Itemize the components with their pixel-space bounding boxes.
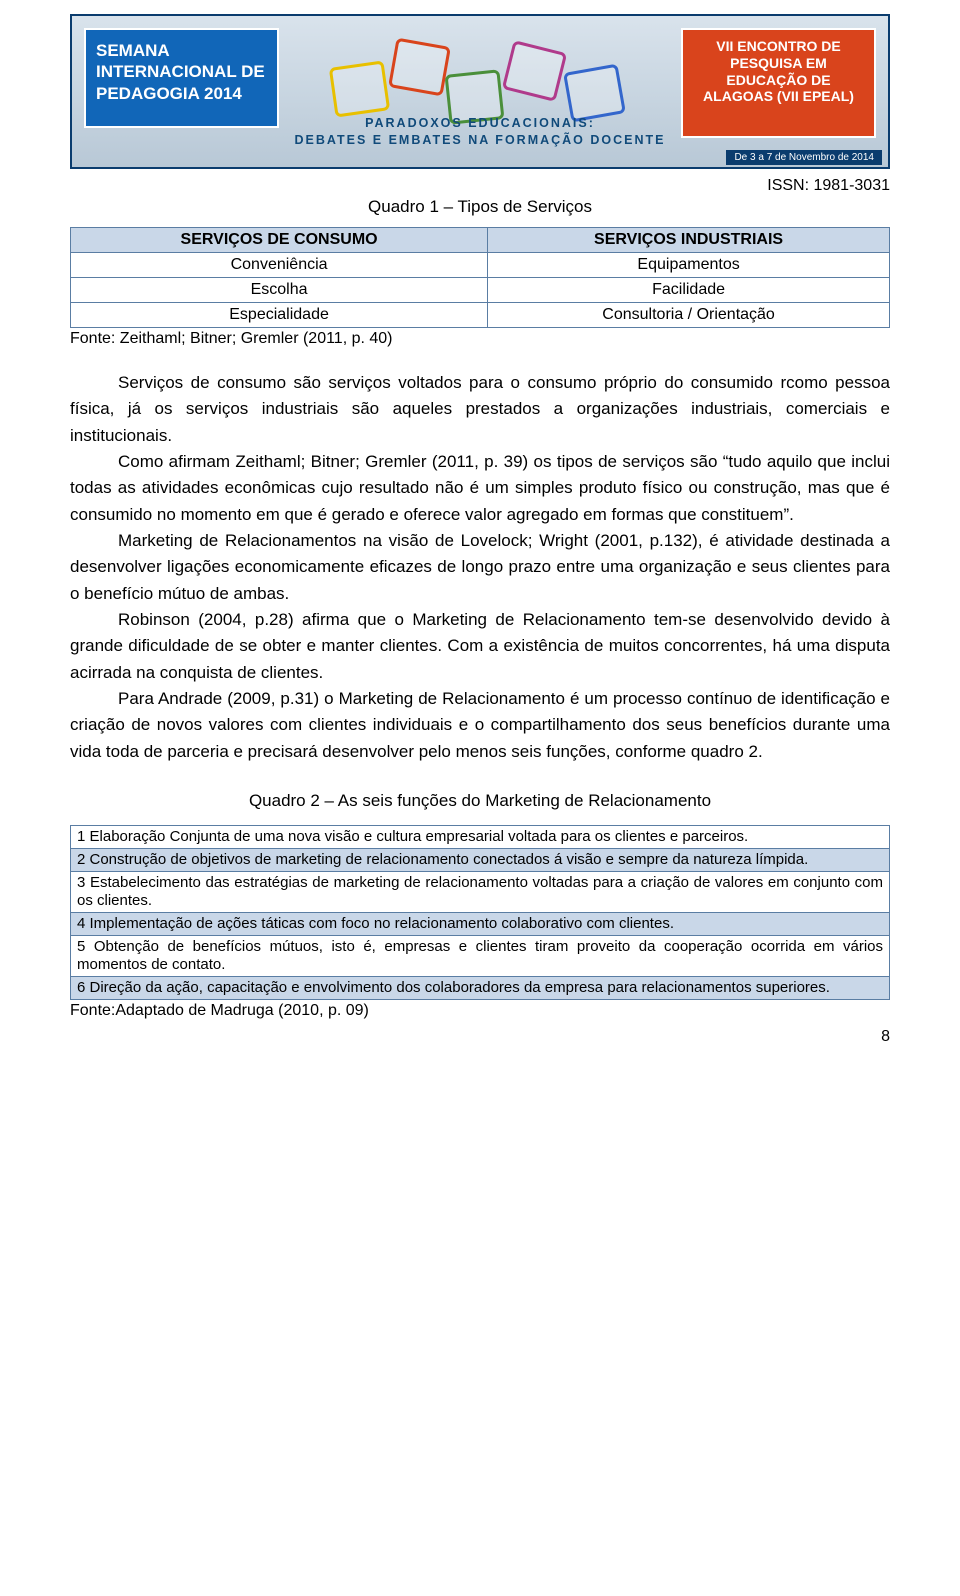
- table1-cell: Conveniência: [71, 253, 488, 278]
- table1-cell: Consultoria / Orientação: [488, 303, 890, 328]
- table1-cell: Equipamentos: [488, 253, 890, 278]
- table2-caption: Quadro 2 – As seis funções do Marketing …: [70, 791, 890, 811]
- table1-source: Fonte: Zeithaml; Bitner; Gremler (2011, …: [70, 330, 890, 348]
- table1-cell: Especialidade: [71, 303, 488, 328]
- banner-date: De 3 a 7 de Novembro de 2014: [726, 150, 882, 165]
- table2-cell: 4 Implementação de ações táticas com foc…: [71, 913, 890, 936]
- page-number: 8: [70, 1028, 890, 1046]
- banner-shape: [329, 60, 390, 117]
- table2-cell: 5 Obtenção de benefícios mútuos, isto é,…: [71, 936, 890, 977]
- issn-text: ISSN: 1981-3031: [70, 177, 890, 195]
- body-text: Serviços de consumo são serviços voltado…: [70, 370, 890, 765]
- table1-header-right: SERVIÇOS INDUSTRIAIS: [488, 228, 890, 253]
- document-page: SEMANA INTERNACIONAL DE PEDAGOGIA 2014 V…: [0, 0, 960, 1066]
- banner-left-box: SEMANA INTERNACIONAL DE PEDAGOGIA 2014: [84, 28, 279, 128]
- table2-cell: 1 Elaboração Conjunta de uma nova visão …: [71, 826, 890, 849]
- banner-shape: [502, 40, 567, 102]
- table2-cell: 3 Estabelecimento das estratégias de mar…: [71, 872, 890, 913]
- table2-source: Fonte:Adaptado de Madruga (2010, p. 09): [70, 1002, 890, 1020]
- banner-shape: [563, 64, 626, 123]
- table2-cell: 2 Construção de objetivos de marketing d…: [71, 849, 890, 872]
- table1-header-left: SERVIÇOS DE CONSUMO: [71, 228, 488, 253]
- banner-shape: [388, 38, 451, 97]
- body-paragraph: Serviços de consumo são serviços voltado…: [70, 370, 890, 449]
- table1-cell: Facilidade: [488, 278, 890, 303]
- header-banner: SEMANA INTERNACIONAL DE PEDAGOGIA 2014 V…: [70, 14, 890, 169]
- body-paragraph: Para Andrade (2009, p.31) o Marketing de…: [70, 686, 890, 765]
- table1-caption: Quadro 1 – Tipos de Serviços: [70, 197, 890, 217]
- table2-cell: 6 Direção da ação, capacitação e envolvi…: [71, 977, 890, 1000]
- body-paragraph: Como afirmam Zeithaml; Bitner; Gremler (…: [70, 449, 890, 528]
- table-seis-funcoes: 1 Elaboração Conjunta de uma nova visão …: [70, 825, 890, 1000]
- banner-subtitle-line1: PARADOXOS EDUCACIONAIS:: [365, 116, 595, 130]
- table-tipos-servicos: SERVIÇOS DE CONSUMO SERVIÇOS INDUSTRIAIS…: [70, 227, 890, 328]
- banner-subtitle: PARADOXOS EDUCACIONAIS: DEBATES E EMBATE…: [72, 115, 888, 149]
- table1-cell: Escolha: [71, 278, 488, 303]
- body-paragraph: Marketing de Relacionamentos na visão de…: [70, 528, 890, 607]
- body-paragraph: Robinson (2004, p.28) afirma que o Marke…: [70, 607, 890, 686]
- banner-subtitle-line2: DEBATES E EMBATES NA FORMAÇÃO DOCENTE: [295, 133, 666, 147]
